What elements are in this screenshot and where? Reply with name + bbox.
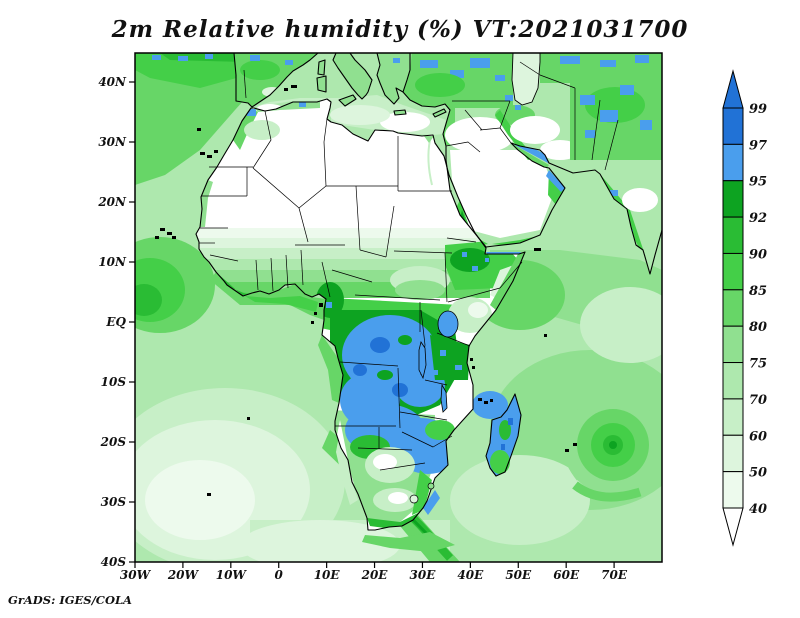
y-tick-label-20N: 20N [97, 195, 127, 209]
colorbar-segment [723, 290, 743, 326]
colorbar-segment [723, 108, 743, 144]
y-tick-label-20S: 20S [100, 435, 127, 449]
y-tick-label-EQ: EQ [105, 315, 126, 329]
y-tick-label-10S: 10S [101, 375, 127, 389]
colorbar-segment [723, 217, 743, 253]
colorbar-label-90: 90 [749, 247, 767, 262]
y-tick-label-40S: 40S [101, 555, 127, 569]
y-tick-label-40N: 40N [98, 75, 127, 89]
colorbar-label-95: 95 [749, 175, 767, 190]
y-tick-label-30S: 30S [101, 495, 127, 509]
colorbar: 99 97 95 92 90 85 80 75 70 60 50 40 [723, 71, 767, 545]
grads-plot-page: { "header": { "title": "2m Relative humi… [0, 0, 800, 618]
colorbar-segment [723, 253, 743, 289]
grads-credit: GrADS: IGES/COLA [8, 593, 132, 607]
colorbar-segment [723, 399, 743, 435]
x-tick-label-20E: 20E [361, 568, 389, 582]
map-plot-svg: 30W 20W 10W 0 10E 20E 30E 40E 50E 60E 70E 40N 30N 20… [0, 0, 800, 618]
colorbar-segment [723, 144, 743, 180]
x-tick-label-60E: 60E [553, 568, 580, 582]
colorbar-segment [723, 472, 743, 508]
colorbar-label-92: 92 [749, 211, 767, 226]
x-tick-label-0: 0 [275, 568, 284, 582]
x-tick-label-30E: 30E [410, 568, 437, 582]
x-tick-label-10E: 10E [314, 568, 341, 582]
x-tick-label-10W: 10W [216, 568, 248, 582]
colorbar-label-50: 50 [749, 466, 767, 481]
colorbar-label-60: 60 [749, 429, 767, 444]
x-tick-label-50E: 50E [505, 568, 532, 582]
colorbar-label-75: 75 [749, 357, 767, 372]
colorbar-under-arrow [723, 508, 743, 545]
colorbar-label-97: 97 [749, 138, 767, 153]
colorbar-label-70: 70 [749, 393, 767, 408]
colorbar-segment [723, 363, 743, 399]
colorbar-label-99: 99 [749, 102, 767, 117]
map-field [105, 53, 690, 572]
colorbar-label-85: 85 [749, 284, 767, 299]
y-tick-label-30N: 30N [98, 135, 127, 149]
y-axis: 40N 30N 20N 10N EQ 10S 20S 30S 40S [97, 75, 135, 569]
colorbar-segment [723, 326, 743, 362]
colorbar-segment [723, 181, 743, 217]
colorbar-label-40: 40 [749, 502, 767, 517]
x-tick-label-30W: 30W [120, 568, 152, 582]
x-tick-label-40E: 40E [457, 568, 484, 582]
x-tick-label-70E: 70E [601, 568, 628, 582]
x-axis: 30W 20W 10W 0 10E 20E 30E 40E 50E 60E 70E [120, 562, 628, 582]
x-tick-label-20W: 20W [167, 568, 200, 582]
colorbar-over-arrow [723, 71, 743, 108]
colorbar-segment [723, 435, 743, 471]
y-tick-label-10N: 10N [98, 255, 127, 269]
colorbar-label-80: 80 [749, 320, 767, 335]
